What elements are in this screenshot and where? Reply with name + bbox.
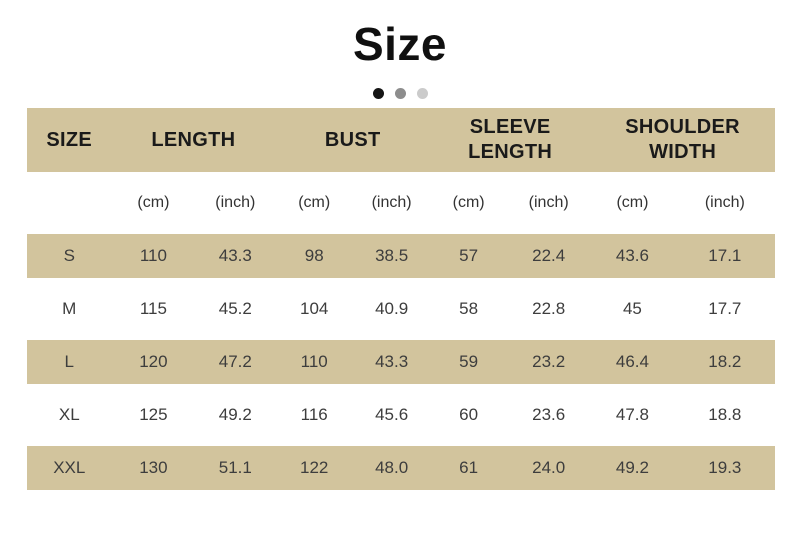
table-cell: 110 — [111, 234, 196, 278]
table-cell: 19.3 — [674, 446, 775, 490]
table-row-xxl: XXL 130 51.1 122 48.0 61 24.0 49.2 19.3 — [27, 446, 775, 490]
table-cell: 46.4 — [590, 340, 675, 384]
table-cell: 43.6 — [590, 234, 675, 278]
size-label: XXL — [27, 446, 112, 490]
unit-cell-shoulder-cm: (cm) — [590, 181, 675, 225]
table-row-s: S 110 43.3 98 38.5 57 22.4 43.6 17.1 — [27, 234, 775, 278]
unit-cell-empty — [27, 181, 112, 225]
size-label: XL — [27, 393, 112, 437]
page-title: Size — [352, 18, 448, 70]
table-cell: 122 — [275, 446, 354, 490]
table-row-l: L 120 47.2 110 43.3 59 23.2 46.4 18.2 — [27, 340, 775, 384]
table-cell: 38.5 — [353, 234, 431, 278]
table-cell: 22.4 — [507, 234, 591, 278]
unit-cell-length-inch: (inch) — [195, 181, 276, 225]
table-cell: 104 — [275, 287, 354, 331]
column-header-length: LENGTH — [111, 108, 276, 172]
carousel-dots — [0, 88, 800, 99]
carousel-dot-2[interactable] — [394, 88, 406, 99]
table-cell: 40.9 — [353, 287, 431, 331]
unit-cell-shoulder-inch: (inch) — [674, 181, 775, 225]
table-cell: 58 — [430, 287, 508, 331]
unit-cell-bust-inch: (inch) — [353, 181, 431, 225]
table-cell: 61 — [430, 446, 508, 490]
table-cell: 23.2 — [507, 340, 591, 384]
table-cell: 110 — [275, 340, 354, 384]
column-header-bust: BUST — [275, 108, 431, 172]
table-row-xl: XL 125 49.2 116 45.6 60 23.6 47.8 18.8 — [27, 393, 775, 437]
unit-cell-length-cm: (cm) — [111, 181, 196, 225]
table-cell: 51.1 — [195, 446, 276, 490]
table-cell: 45 — [590, 287, 675, 331]
table-cell: 130 — [111, 446, 196, 490]
table-cell: 60 — [430, 393, 508, 437]
table-cell: 18.2 — [674, 340, 775, 384]
column-header-sleeve: SLEEVE LENGTH — [430, 108, 591, 172]
table-cell: 24.0 — [507, 446, 591, 490]
table-cell: 47.2 — [195, 340, 276, 384]
table-cell: 23.6 — [507, 393, 591, 437]
table-row-m: M 115 45.2 104 40.9 58 22.8 45 17.7 — [27, 287, 775, 331]
table-cell: 22.8 — [507, 287, 591, 331]
unit-cell-sleeve-cm: (cm) — [430, 181, 508, 225]
table-cell: 43.3 — [353, 340, 431, 384]
column-header-shoulder: SHOULDER WIDTH — [590, 108, 775, 172]
size-label: S — [27, 234, 112, 278]
table-cell: 49.2 — [195, 393, 276, 437]
table-cell: 49.2 — [590, 446, 675, 490]
table-cell: 18.8 — [674, 393, 775, 437]
table-cell: 98 — [275, 234, 354, 278]
size-label: M — [27, 287, 112, 331]
carousel-dot-3[interactable] — [416, 88, 428, 99]
table-cell: 120 — [111, 340, 196, 384]
table-cell: 57 — [430, 234, 508, 278]
table-cell: 17.7 — [674, 287, 775, 331]
table-cell: 115 — [111, 287, 196, 331]
table-cell: 116 — [275, 393, 354, 437]
carousel-dot-1-active[interactable] — [372, 88, 384, 99]
table-cell: 45.2 — [195, 287, 276, 331]
size-chart-table: SIZE LENGTH BUST SLEEVE LENGTH SHOULDER WIDT… — [27, 99, 775, 499]
table-cell: 47.8 — [590, 393, 675, 437]
table-cell: 17.1 — [674, 234, 775, 278]
unit-cell-sleeve-inch: (inch) — [507, 181, 591, 225]
unit-cell-bust-cm: (cm) — [275, 181, 354, 225]
table-cell: 125 — [111, 393, 196, 437]
table-cell: 48.0 — [353, 446, 431, 490]
table-cell: 45.6 — [353, 393, 431, 437]
table-cell: 43.3 — [195, 234, 276, 278]
size-label: L — [27, 340, 112, 384]
column-header-size: SIZE — [27, 108, 112, 172]
table-cell: 59 — [430, 340, 508, 384]
